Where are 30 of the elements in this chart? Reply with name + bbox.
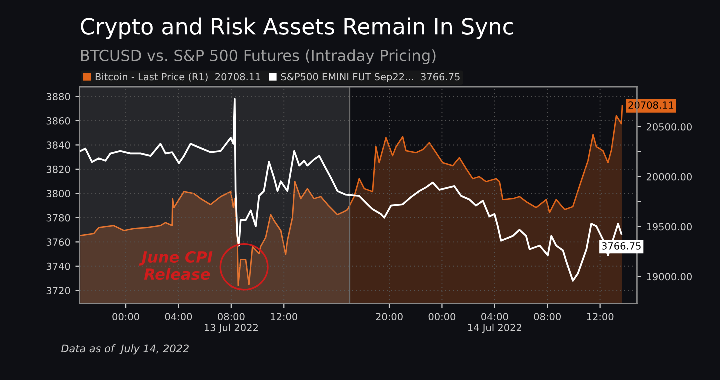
y2-tick-label: 19000.00 — [647, 273, 692, 281]
legend-label: Bitcoin - Last Price (R1) 20708.11 — [96, 73, 260, 82]
x-tick-label: 08:00 — [534, 313, 561, 321]
chart-subtitle: BTCUSD vs. S&P 500 Futures (Intraday Pricing) — [81, 50, 436, 64]
chart-title: Crypto and Risk Assets Remain In Sync — [81, 18, 514, 40]
y-tick-label: 3760 — [46, 238, 70, 246]
y2-tick-label: 20000.00 — [646, 173, 692, 181]
x-tick-label: 04:00 14 Jul 2022 — [468, 313, 522, 334]
text: Data as of July 14, 2022 — [61, 344, 189, 355]
y-tick-label: 3780 — [46, 214, 70, 222]
data-label: 3766.75 — [602, 242, 641, 250]
x-tick-label: 04:00 — [165, 313, 192, 321]
y2-tick-label: 20500.00 — [646, 123, 692, 131]
x-tick-label: 12:00 — [271, 313, 298, 321]
y-tick-label: 3820 — [46, 166, 70, 174]
x-tick-label: 20:00 — [376, 313, 403, 321]
y-tick-label: 3740 — [46, 262, 70, 270]
y-tick-label: 3880 — [46, 93, 70, 101]
x-tick-label: 08:00 13 Jul 2022 — [204, 313, 258, 334]
y-tick-label: 3840 — [46, 142, 70, 150]
legend-label: S&P500 EMINI FUT Sep22... 3766.75 — [281, 73, 460, 83]
y-tick-label: 3720 — [46, 287, 70, 294]
x-tick-label: 12:00 — [587, 313, 614, 321]
x-tick-label: 00:00 — [112, 313, 140, 321]
y-tick-label: 3800 — [46, 190, 70, 198]
annotation: June CPI Release — [139, 251, 213, 280]
y2-tick-label: 19500.00 — [647, 223, 692, 231]
data-label: 20708.11 — [628, 102, 674, 109]
x-tick-label: 00:00 — [428, 313, 456, 321]
y-tick-label: 3860 — [46, 117, 70, 125]
